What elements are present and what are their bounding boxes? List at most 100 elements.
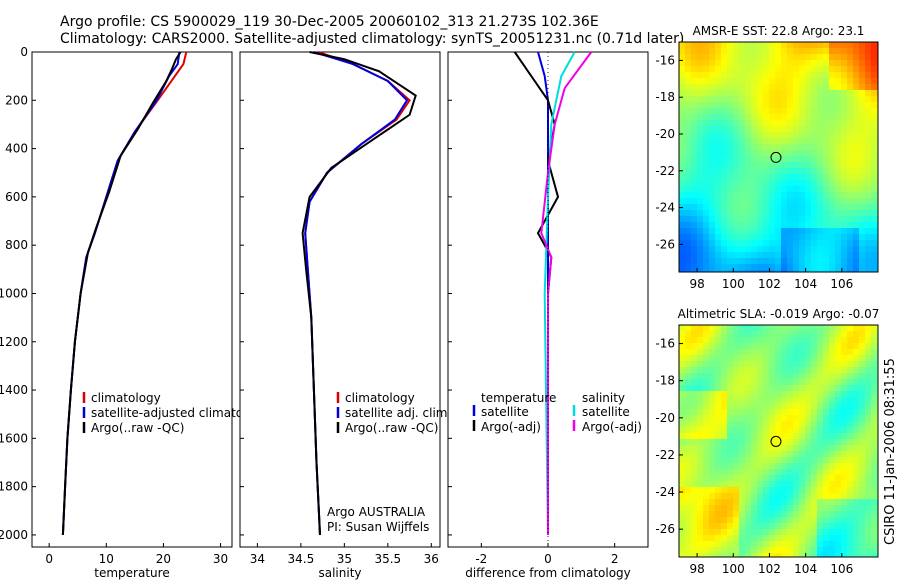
heatmap-cell — [793, 517, 799, 523]
heatmap-cell — [751, 433, 757, 439]
heatmap-cell — [829, 48, 835, 54]
heatmap-cell — [709, 216, 715, 222]
heatmap-cell — [775, 270, 781, 272]
heatmap-cell — [727, 210, 733, 216]
heatmap-cell — [799, 373, 805, 379]
heatmap-cell — [811, 174, 817, 180]
heatmap-cell — [871, 451, 877, 457]
heatmap-cell — [781, 114, 787, 120]
heatmap-cell — [757, 475, 763, 481]
heatmap-cell — [823, 331, 829, 337]
heatmap-cell — [817, 54, 823, 60]
heatmap-cell — [865, 102, 871, 108]
heatmap-cell — [829, 397, 835, 403]
heatmap-cell — [841, 373, 847, 379]
heatmap-cell — [769, 198, 775, 204]
heatmap-cell — [745, 463, 751, 469]
heatmap-cell — [733, 180, 739, 186]
heatmap-cell — [757, 529, 763, 535]
heatmap-cell — [781, 150, 787, 156]
heatmap-cell — [697, 439, 703, 445]
heatmap-cell — [745, 222, 751, 228]
heatmap-cell — [703, 469, 709, 475]
heatmap-cell — [679, 132, 685, 138]
heatmap-cell — [745, 240, 751, 246]
heatmap-cell — [715, 517, 721, 523]
heatmap-cell — [793, 216, 799, 222]
heatmap-cell — [793, 439, 799, 445]
heatmap-cell — [805, 168, 811, 174]
heatmap-cell — [787, 168, 793, 174]
heatmap-cell — [691, 529, 697, 535]
heatmap-cell — [733, 517, 739, 523]
heatmap-cell — [775, 511, 781, 517]
heatmap-cell — [817, 427, 823, 433]
heatmap-cell — [709, 445, 715, 451]
heatmap-cell — [727, 421, 733, 427]
heatmap-cell — [697, 463, 703, 469]
heatmap-cell — [823, 337, 829, 343]
heatmap-cell — [733, 421, 739, 427]
heatmap-cell — [715, 475, 721, 481]
heatmap-cell — [787, 397, 793, 403]
heatmap-cell — [781, 204, 787, 210]
heatmap-cell — [715, 325, 721, 331]
heatmap-cell — [847, 325, 853, 331]
heatmap-cell — [871, 222, 877, 228]
heatmap-cell — [757, 66, 763, 72]
heatmap-cell — [745, 409, 751, 415]
heatmap-cell — [775, 210, 781, 216]
heatmap-cell — [775, 120, 781, 126]
heatmap-cell — [727, 367, 733, 373]
heatmap-cell — [871, 54, 877, 60]
y-tick-label: -16 — [655, 53, 675, 67]
heatmap-cell — [721, 445, 727, 451]
heatmap-cell — [841, 457, 847, 463]
x-tick-label: 10 — [99, 552, 114, 566]
heatmap-cell — [823, 108, 829, 114]
heatmap-cell — [799, 102, 805, 108]
heatmap-cell — [829, 144, 835, 150]
heatmap-cell — [691, 391, 697, 397]
heatmap-cell — [811, 529, 817, 535]
heatmap-cell — [745, 252, 751, 258]
heatmap-cell — [799, 120, 805, 126]
heatmap-cell — [853, 463, 859, 469]
heatmap-cell — [709, 192, 715, 198]
heatmap-cell — [685, 337, 691, 343]
heatmap-cell — [775, 264, 781, 270]
heatmap-cell — [751, 180, 757, 186]
heatmap-cell — [775, 439, 781, 445]
heatmap-cell — [727, 523, 733, 529]
heatmap-cell — [775, 553, 781, 557]
heatmap-cell — [811, 343, 817, 349]
heatmap-cell — [709, 457, 715, 463]
heatmap-cell — [823, 409, 829, 415]
heatmap-cell — [871, 72, 877, 78]
heatmap-cell — [793, 523, 799, 529]
heatmap-cell — [739, 126, 745, 132]
heatmap-cell — [817, 186, 823, 192]
heatmap-cell — [745, 96, 751, 102]
heatmap-cell — [715, 168, 721, 174]
heatmap-cell — [871, 270, 877, 272]
heatmap-cell — [745, 457, 751, 463]
heatmap-cell — [823, 60, 829, 66]
x-tick-label: 100 — [722, 562, 745, 576]
heatmap-cell — [871, 385, 877, 391]
heatmap-cell — [835, 156, 841, 162]
heatmap-cell — [691, 234, 697, 240]
heatmap-cell — [841, 162, 847, 168]
heatmap-cell — [757, 523, 763, 529]
heatmap-cell — [679, 361, 685, 367]
heatmap-cell — [703, 415, 709, 421]
x-tick-label: -2 — [475, 552, 487, 566]
heatmap-cell — [703, 54, 709, 60]
heatmap-cell — [703, 138, 709, 144]
heatmap-cell — [823, 120, 829, 126]
heatmap-cell — [793, 138, 799, 144]
heatmap-cell — [751, 541, 757, 547]
heatmap-cell — [769, 457, 775, 463]
heatmap-cell — [841, 325, 847, 331]
heatmap-cell — [721, 487, 727, 493]
